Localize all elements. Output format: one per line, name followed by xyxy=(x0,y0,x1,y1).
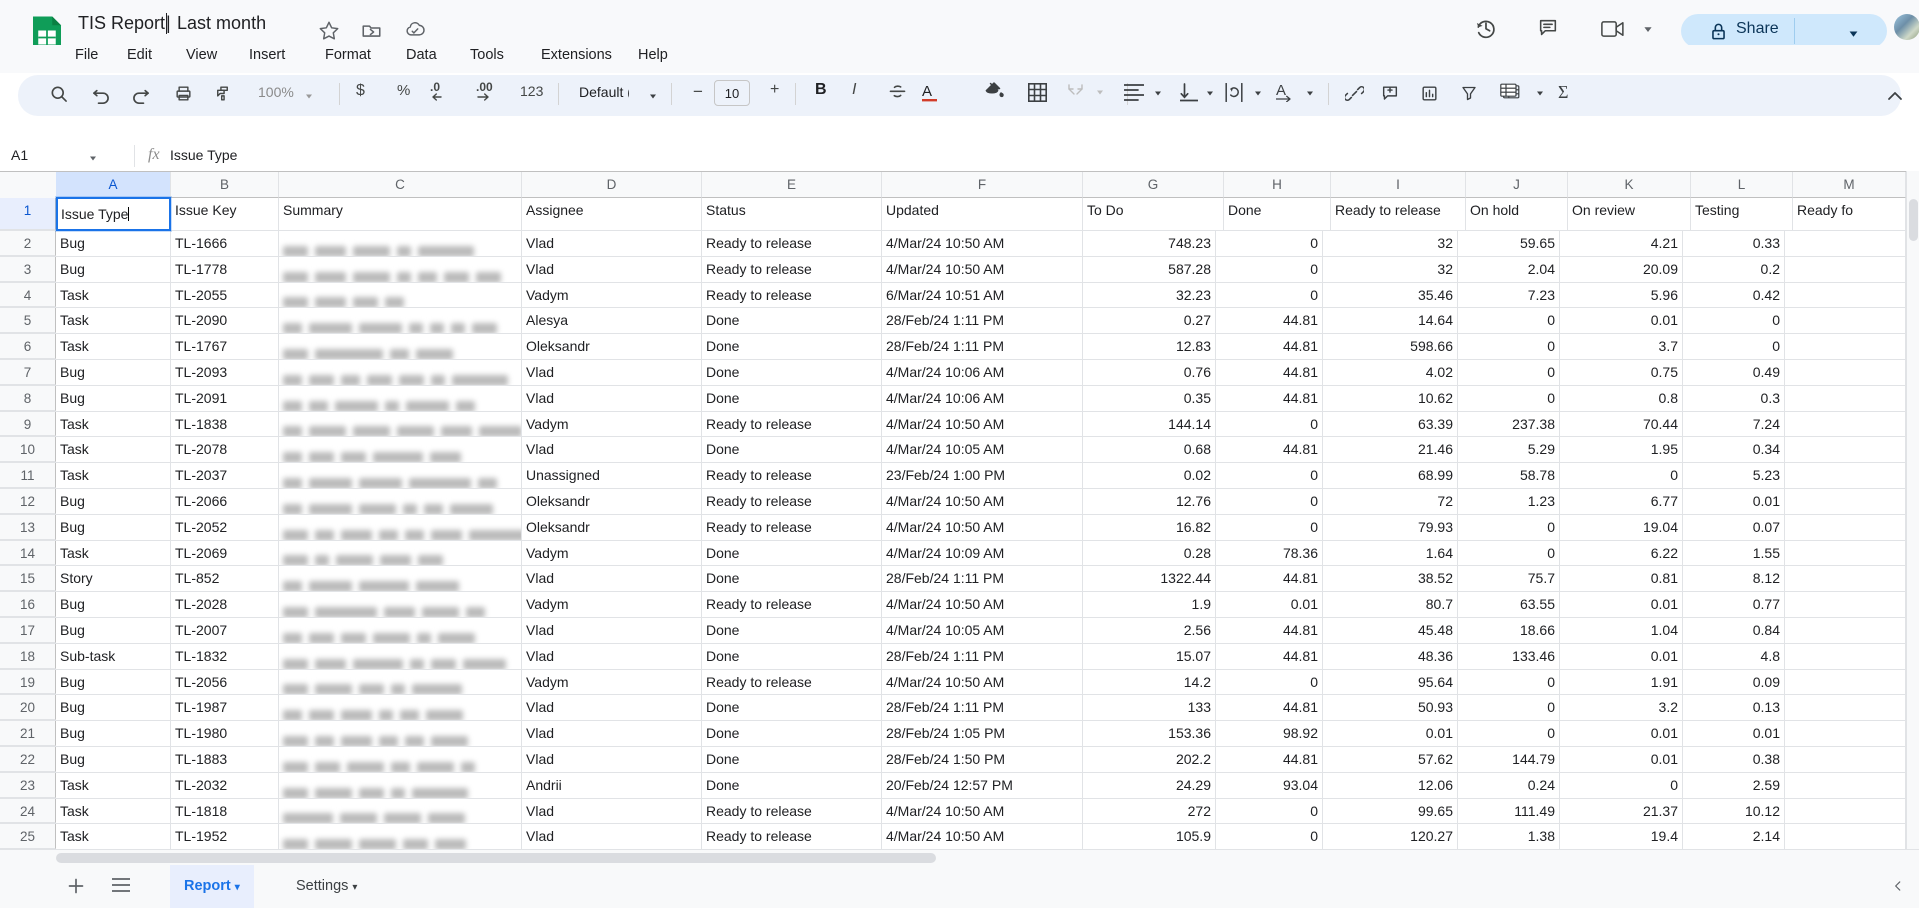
svg-text:.00: .00 xyxy=(476,80,493,94)
svg-text:A: A xyxy=(1276,82,1286,99)
svg-text:.0: .0 xyxy=(430,80,440,94)
svg-text:A: A xyxy=(922,83,932,100)
